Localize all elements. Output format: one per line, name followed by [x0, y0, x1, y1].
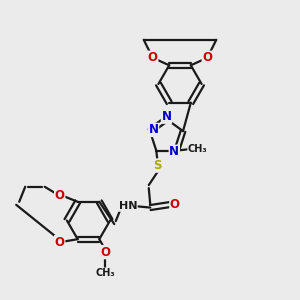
Text: HN: HN — [118, 201, 137, 211]
Text: O: O — [148, 51, 158, 64]
Text: O: O — [202, 51, 212, 64]
Text: CH₃: CH₃ — [188, 144, 208, 154]
Text: CH₃: CH₃ — [95, 268, 115, 278]
Text: O: O — [170, 198, 180, 211]
Text: N: N — [161, 110, 172, 123]
Text: N: N — [148, 123, 159, 136]
Text: O: O — [55, 236, 65, 249]
Text: N: N — [169, 145, 179, 158]
Text: S: S — [154, 159, 162, 172]
Text: O: O — [55, 189, 65, 202]
Text: O: O — [100, 246, 110, 259]
